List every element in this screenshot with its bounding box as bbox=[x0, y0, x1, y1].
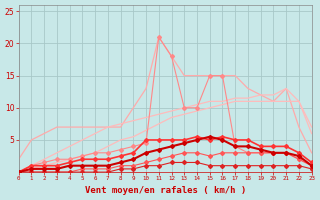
X-axis label: Vent moyen/en rafales ( km/h ): Vent moyen/en rafales ( km/h ) bbox=[84, 186, 246, 195]
